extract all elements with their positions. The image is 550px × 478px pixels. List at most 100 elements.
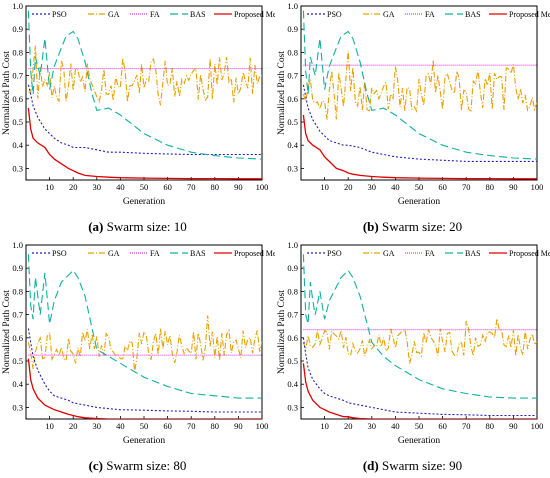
y-tick-label-d: 0.4: [287, 379, 298, 389]
legend-label-bas-a: BAS: [190, 10, 206, 19]
x-tick-label-b: 50: [415, 182, 424, 192]
y-tick-label-d: 0.9: [287, 263, 298, 273]
y-axis-label-c: Normalized Path Cost: [2, 290, 12, 374]
legend-label-ga-b: GA: [383, 10, 395, 19]
x-tick-label-b: 60: [438, 182, 447, 192]
legend-label-fa-a: FA: [150, 10, 160, 19]
x-tick-label-c: 90: [234, 421, 243, 431]
x-tick-label-a: 90: [234, 182, 243, 192]
y-tick-label-c: 0.7: [12, 310, 23, 320]
x-tick-label-a: 30: [93, 182, 102, 192]
y-axis-label-d: Normalized Path Cost: [277, 290, 287, 374]
legend-label-fa-b: FA: [425, 10, 435, 19]
x-tick-label-c: 30: [93, 421, 102, 431]
y-tick-label-c: 0.5: [12, 356, 23, 366]
legend-label-pso-b: PSO: [327, 10, 342, 19]
y-tick-label-c: 0.3: [12, 402, 23, 412]
series-line-pso-a: [27, 84, 262, 156]
legend-label-proposed-method-d: Proposed Method: [509, 249, 550, 258]
x-tick-label-a: 100: [256, 182, 269, 192]
series-line-proposed-method-d: [302, 363, 537, 419]
x-tick-label-c: 70: [187, 421, 196, 431]
y-tick-label-b: 0.7: [287, 71, 298, 81]
chart-panel-c: 0.3 0.4 0.5 0.6 0.7 0.8 0.9 1.0 10 20 30 40 50 60 70 80…: [0, 239, 275, 478]
chart-svg-d: 0.3 0.4 0.5 0.6 0.7 0.8 0.9 1.0 10 20 30 40 50 60 70 80…: [277, 240, 550, 446]
x-tick-label-d: 30: [368, 421, 377, 431]
y-tick-label-a: 0.8: [12, 47, 23, 57]
series-line-bas-a: [27, 10, 262, 160]
x-tick-label-b: 70: [462, 182, 471, 192]
x-tick-label-b: 100: [531, 182, 544, 192]
x-tick-label-d: 60: [438, 421, 447, 431]
caption-text-d: Swarm size: 90: [381, 458, 463, 473]
legend-label-ga-a: GA: [108, 10, 120, 19]
x-axis-label-d: Generation: [398, 436, 440, 446]
y-tick-label-a: 0.7: [12, 71, 23, 81]
series-line-proposed-method-a: [27, 108, 262, 180]
x-axis-label-a: Generation: [123, 197, 165, 207]
caption-c: (c) Swarm size: 80: [0, 458, 275, 474]
legend-label-ga-c: GA: [108, 249, 120, 258]
legend-label-bas-d: BAS: [465, 249, 481, 258]
y-tick-label-d: 0.7: [287, 310, 298, 320]
chart-panel-b: 0.3 0.4 0.5 0.6 0.7 0.8 0.9 1.0 10 20 30 40 50 60 70 80…: [275, 0, 550, 239]
series-line-proposed-method-b: [302, 114, 537, 180]
series-line-bas-d: [302, 254, 537, 399]
plot-frame-a: [25, 5, 263, 181]
legend-label-pso-d: PSO: [327, 249, 342, 258]
legend-label-pso-a: PSO: [52, 10, 67, 19]
y-tick-label-b: 0.4: [287, 140, 298, 150]
y-tick-label-a: 1.0: [12, 1, 23, 11]
y-tick-label-d: 0.3: [287, 402, 298, 412]
x-tick-label-c: 20: [69, 421, 78, 431]
legend-label-ga-d: GA: [383, 249, 395, 258]
y-tick-label-b: 1.0: [287, 1, 298, 11]
x-tick-label-b: 30: [368, 182, 377, 192]
x-tick-label-c: 80: [211, 421, 220, 431]
y-tick-label-a: 0.6: [12, 94, 23, 104]
caption-label-b: (b): [362, 219, 379, 234]
series-line-proposed-method-c: [27, 358, 262, 419]
series-line-pso-c: [27, 328, 262, 413]
legend-label-proposed-method-c: Proposed Method: [234, 249, 275, 258]
legend-label-proposed-method-b: Proposed Method: [509, 10, 550, 19]
chart-svg-b: 0.3 0.4 0.5 0.6 0.7 0.8 0.9 1.0 10 20 30 40 50 60 70 80…: [277, 1, 550, 207]
x-tick-label-d: 50: [415, 421, 424, 431]
x-tick-label-c: 10: [45, 421, 54, 431]
plot-frame-d: [300, 244, 538, 420]
x-tick-label-c: 50: [140, 421, 149, 431]
x-tick-label-a: 70: [187, 182, 196, 192]
chart-panel-a: 0.3 0.4 0.5 0.6 0.7 0.8 0.9 1.0 10 20 30 40 50 60 70 80…: [0, 0, 275, 239]
x-axis-label-b: Generation: [398, 197, 440, 207]
caption-label-d: (d): [362, 458, 379, 473]
y-tick-label-c: 0.8: [12, 286, 23, 296]
series-line-bas-b: [302, 10, 537, 160]
y-tick-label-c: 0.4: [12, 379, 23, 389]
y-tick-label-b: 0.3: [287, 163, 298, 173]
x-tick-label-c: 40: [116, 421, 125, 431]
x-tick-label-a: 20: [69, 182, 78, 192]
y-tick-label-b: 0.9: [287, 24, 298, 34]
chart-svg-a: 0.3 0.4 0.5 0.6 0.7 0.8 0.9 1.0 10 20 30 40 50 60 70 80…: [2, 1, 275, 207]
x-tick-label-d: 70: [462, 421, 471, 431]
x-tick-label-a: 10: [45, 182, 54, 192]
y-tick-label-d: 0.8: [287, 286, 298, 296]
y-tick-label-a: 0.4: [12, 140, 23, 150]
y-axis-label-a: Normalized Path Cost: [2, 51, 12, 135]
series-line-ga-c: [27, 315, 262, 372]
x-tick-label-d: 100: [531, 421, 544, 431]
caption-text-a: Swarm size: 10: [106, 219, 187, 234]
x-tick-label-d: 10: [320, 421, 329, 431]
y-tick-label-a: 0.3: [12, 163, 23, 173]
x-tick-label-d: 90: [509, 421, 518, 431]
caption-d: (d) Swarm size: 90: [275, 458, 550, 474]
chart-svg-c: 0.3 0.4 0.5 0.6 0.7 0.8 0.9 1.0 10 20 30 40 50 60 70 80…: [2, 240, 275, 446]
caption-label-c: (c): [88, 458, 104, 473]
y-tick-label-d: 0.6: [287, 333, 298, 343]
x-tick-label-c: 60: [163, 421, 172, 431]
chart-panel-d: 0.3 0.4 0.5 0.6 0.7 0.8 0.9 1.0 10 20 30 40 50 60 70 80…: [275, 239, 550, 478]
x-tick-label-a: 50: [140, 182, 149, 192]
plot-frame-b: [300, 5, 538, 181]
series-line-bas-c: [27, 254, 262, 399]
